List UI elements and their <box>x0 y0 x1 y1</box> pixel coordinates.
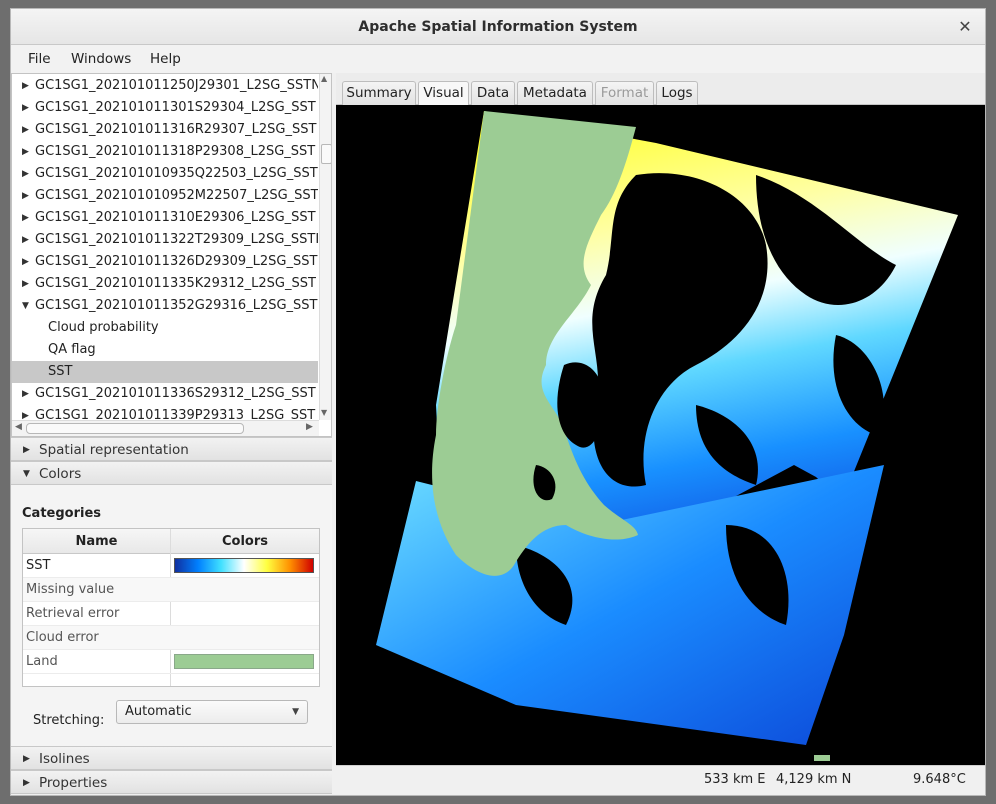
expand-arrow-icon[interactable]: ▶ <box>22 235 29 245</box>
expand-arrow-icon[interactable]: ▶ <box>22 411 29 420</box>
expand-arrow-icon[interactable]: ▶ <box>22 213 29 223</box>
scroll-down-icon[interactable]: ▼ <box>321 408 328 417</box>
expand-arrow-icon[interactable]: ▶ <box>22 147 29 157</box>
tree-vertical-scrollbar[interactable]: ▲ ▼ <box>319 74 331 420</box>
tree-item[interactable]: ▶ GC1SG1_202101010952M22507_L2SG_SST <box>12 185 318 207</box>
tab-visual[interactable]: Visual <box>418 81 469 106</box>
tree-child-cloud-probability[interactable]: Cloud probability <box>48 320 159 335</box>
tab-summary[interactable]: Summary <box>342 81 416 105</box>
menu-file[interactable]: File <box>28 51 51 67</box>
menu-bar: File Windows Help <box>11 45 985 73</box>
panel-spatial-representation[interactable]: ▶ Spatial representation <box>11 437 332 461</box>
panel-colors[interactable]: ▼ Colors <box>11 461 332 485</box>
tree-item[interactable]: ▶ GC1SG1_202101011339P29313_L2SG_SST <box>12 405 318 420</box>
expand-arrow-icon[interactable]: ▶ <box>22 279 29 289</box>
expand-arrow-icon[interactable]: ▶ <box>22 81 29 91</box>
resource-tree[interactable]: ▶ GC1SG1_202101011250J29301_L2SG_SSTN ▶ … <box>11 73 332 437</box>
table-row[interactable]: SST <box>23 554 319 578</box>
tree-item[interactable]: ▶ GC1SG1_202101011318P29308_L2SG_SST <box>12 141 318 163</box>
menu-help[interactable]: Help <box>150 51 181 67</box>
map-canvas[interactable] <box>336 105 985 765</box>
window-title: Apache Spatial Information System <box>358 19 638 35</box>
expand-arrow-icon[interactable]: ▶ <box>22 103 29 113</box>
sst-color-ramp[interactable] <box>174 558 314 573</box>
menu-windows[interactable]: Windows <box>71 51 132 67</box>
tree-horizontal-scrollbar[interactable]: ◀ ▶ <box>12 420 319 436</box>
scroll-right-icon[interactable]: ▶ <box>306 422 313 432</box>
sst-image <box>376 111 958 761</box>
table-row[interactable]: Retrieval error <box>23 602 319 626</box>
expand-arrow-icon[interactable]: ▶ <box>22 257 29 267</box>
northing-readout: 4,129 km N <box>776 772 852 787</box>
tab-format: Format <box>595 81 654 105</box>
scroll-left-icon[interactable]: ◀ <box>15 422 22 432</box>
tree-item-expanded[interactable]: ▼ GC1SG1_202101011352G29316_L2SG_SST <box>12 295 318 317</box>
panel-properties[interactable]: ▶ Properties <box>11 770 332 794</box>
scroll-thumb[interactable] <box>26 423 244 434</box>
tab-data[interactable]: Data <box>471 81 515 105</box>
column-header-colors[interactable]: Colors <box>171 529 319 554</box>
table-row[interactable]: Missing value <box>23 578 319 602</box>
tree-item[interactable]: ▶ GC1SG1_202101010935Q22503_L2SG_SST <box>12 163 318 185</box>
tree-item[interactable]: ▶ GC1SG1_202101011301S29304_L2SG_SST <box>12 97 318 119</box>
collapse-arrow-icon: ▼ <box>23 469 30 479</box>
scroll-thumb[interactable] <box>321 144 331 164</box>
chevron-down-icon: ▼ <box>292 707 299 717</box>
stretching-label: Stretching: <box>33 713 105 728</box>
expand-arrow-icon[interactable]: ▶ <box>22 191 29 201</box>
content-pane: Summary Visual Data Metadata Format Logs <box>336 73 985 795</box>
tree-item[interactable]: ▶ GC1SG1_202101011336S29312_L2SG_SST <box>12 383 318 405</box>
land-color-swatch[interactable] <box>174 654 314 669</box>
table-row[interactable]: Land <box>23 650 319 674</box>
tree-child-sst[interactable]: SST <box>12 361 318 383</box>
column-divider <box>170 529 171 686</box>
panel-isolines[interactable]: ▶ Isolines <box>11 746 332 770</box>
colors-panel: Categories Name Colors SST Missing value… <box>11 485 332 749</box>
expand-arrow-icon[interactable]: ▶ <box>22 169 29 179</box>
column-header-name[interactable]: Name <box>23 529 170 554</box>
expand-arrow-icon[interactable]: ▶ <box>22 125 29 135</box>
categories-table[interactable]: Name Colors SST Missing value Retrieval … <box>22 528 320 687</box>
categories-title: Categories <box>22 506 102 521</box>
tree-item[interactable]: ▶ GC1SG1_202101011335K29312_L2SG_SST <box>12 273 318 295</box>
main-window: Apache Spatial Information System ✕ File… <box>10 8 986 796</box>
scroll-up-icon[interactable]: ▲ <box>321 74 328 83</box>
title-bar: Apache Spatial Information System ✕ <box>11 9 985 45</box>
tree-item[interactable]: ▶ GC1SG1_202101011250J29301_L2SG_SSTN <box>12 75 318 97</box>
expand-arrow-icon: ▶ <box>23 778 30 788</box>
easting-readout: 533 km E <box>704 772 766 787</box>
tab-bar: Summary Visual Data Metadata Format Logs <box>336 73 985 106</box>
expand-arrow-icon[interactable]: ▶ <box>22 389 29 399</box>
tree-item[interactable]: ▶ GC1SG1_202101011310E29306_L2SG_SST <box>12 207 318 229</box>
expand-arrow-icon: ▶ <box>23 754 30 764</box>
table-row[interactable]: Cloud error <box>23 626 319 650</box>
close-icon[interactable]: ✕ <box>958 17 972 36</box>
expand-arrow-icon: ▶ <box>23 445 30 455</box>
value-readout: 9.648°C <box>913 772 966 787</box>
tree-child-qa-flag[interactable]: QA flag <box>48 342 96 357</box>
stretching-select[interactable]: Automatic ▼ <box>116 700 308 724</box>
land-area <box>432 111 638 576</box>
tree-item[interactable]: ▶ GC1SG1_202101011326D29309_L2SG_SST <box>12 251 318 273</box>
tree-item[interactable]: ▶ GC1SG1_202101011316R29307_L2SG_SST <box>12 119 318 141</box>
tab-metadata[interactable]: Metadata <box>517 81 593 105</box>
tree-item[interactable]: ▶ GC1SG1_202101011322T29309_L2SG_SSTI <box>12 229 318 251</box>
tab-logs[interactable]: Logs <box>656 81 698 105</box>
status-bar: 533 km E 4,129 km N 9.648°C <box>336 765 985 795</box>
collapse-arrow-icon[interactable]: ▼ <box>22 301 29 311</box>
